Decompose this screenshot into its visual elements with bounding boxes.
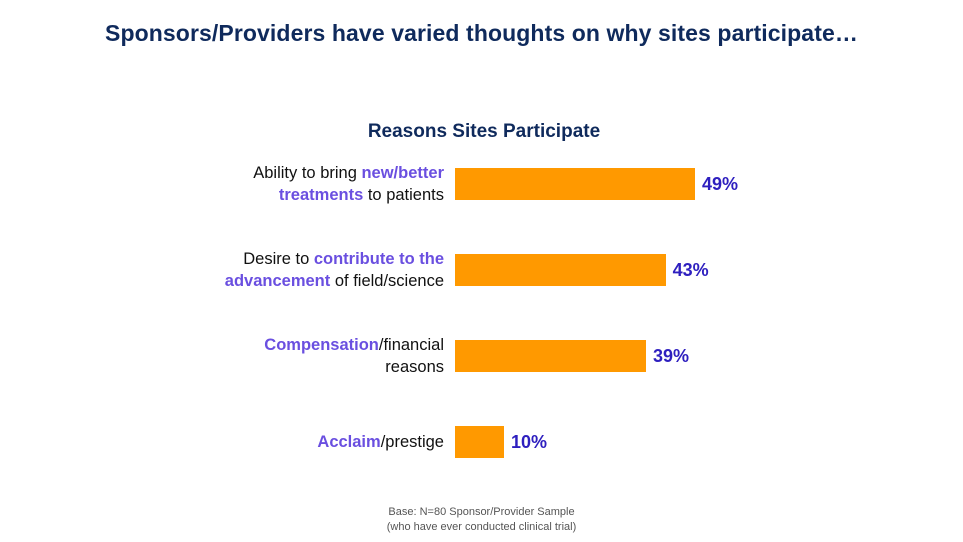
category-label: Acclaim/prestige [317,433,444,451]
data-label: 49% [702,174,739,194]
bar [455,168,695,200]
category-label: Compensation/financial reasons [264,336,444,376]
bar [455,254,666,286]
chart-title: Reasons Sites Participate [367,121,601,142]
bar [455,426,504,458]
data-label: 39% [653,346,690,366]
category-label: Ability to bring new/better treatments to… [253,164,444,204]
bar [455,340,647,372]
page-title: Sponsors/Providers have varied thoughts … [105,20,858,46]
footnote: Base: N=80 Sponsor/Provider Sample (who … [0,505,963,535]
data-label: 10% [510,432,547,452]
footnote-base: Base: N=80 Sponsor/Provider Sample [388,506,575,518]
category-label: Desire to contribute to the advancement o… [224,250,444,290]
data-label: 43% [672,260,709,280]
footnote-note: (who have ever conducted clinical trial) [386,521,577,533]
